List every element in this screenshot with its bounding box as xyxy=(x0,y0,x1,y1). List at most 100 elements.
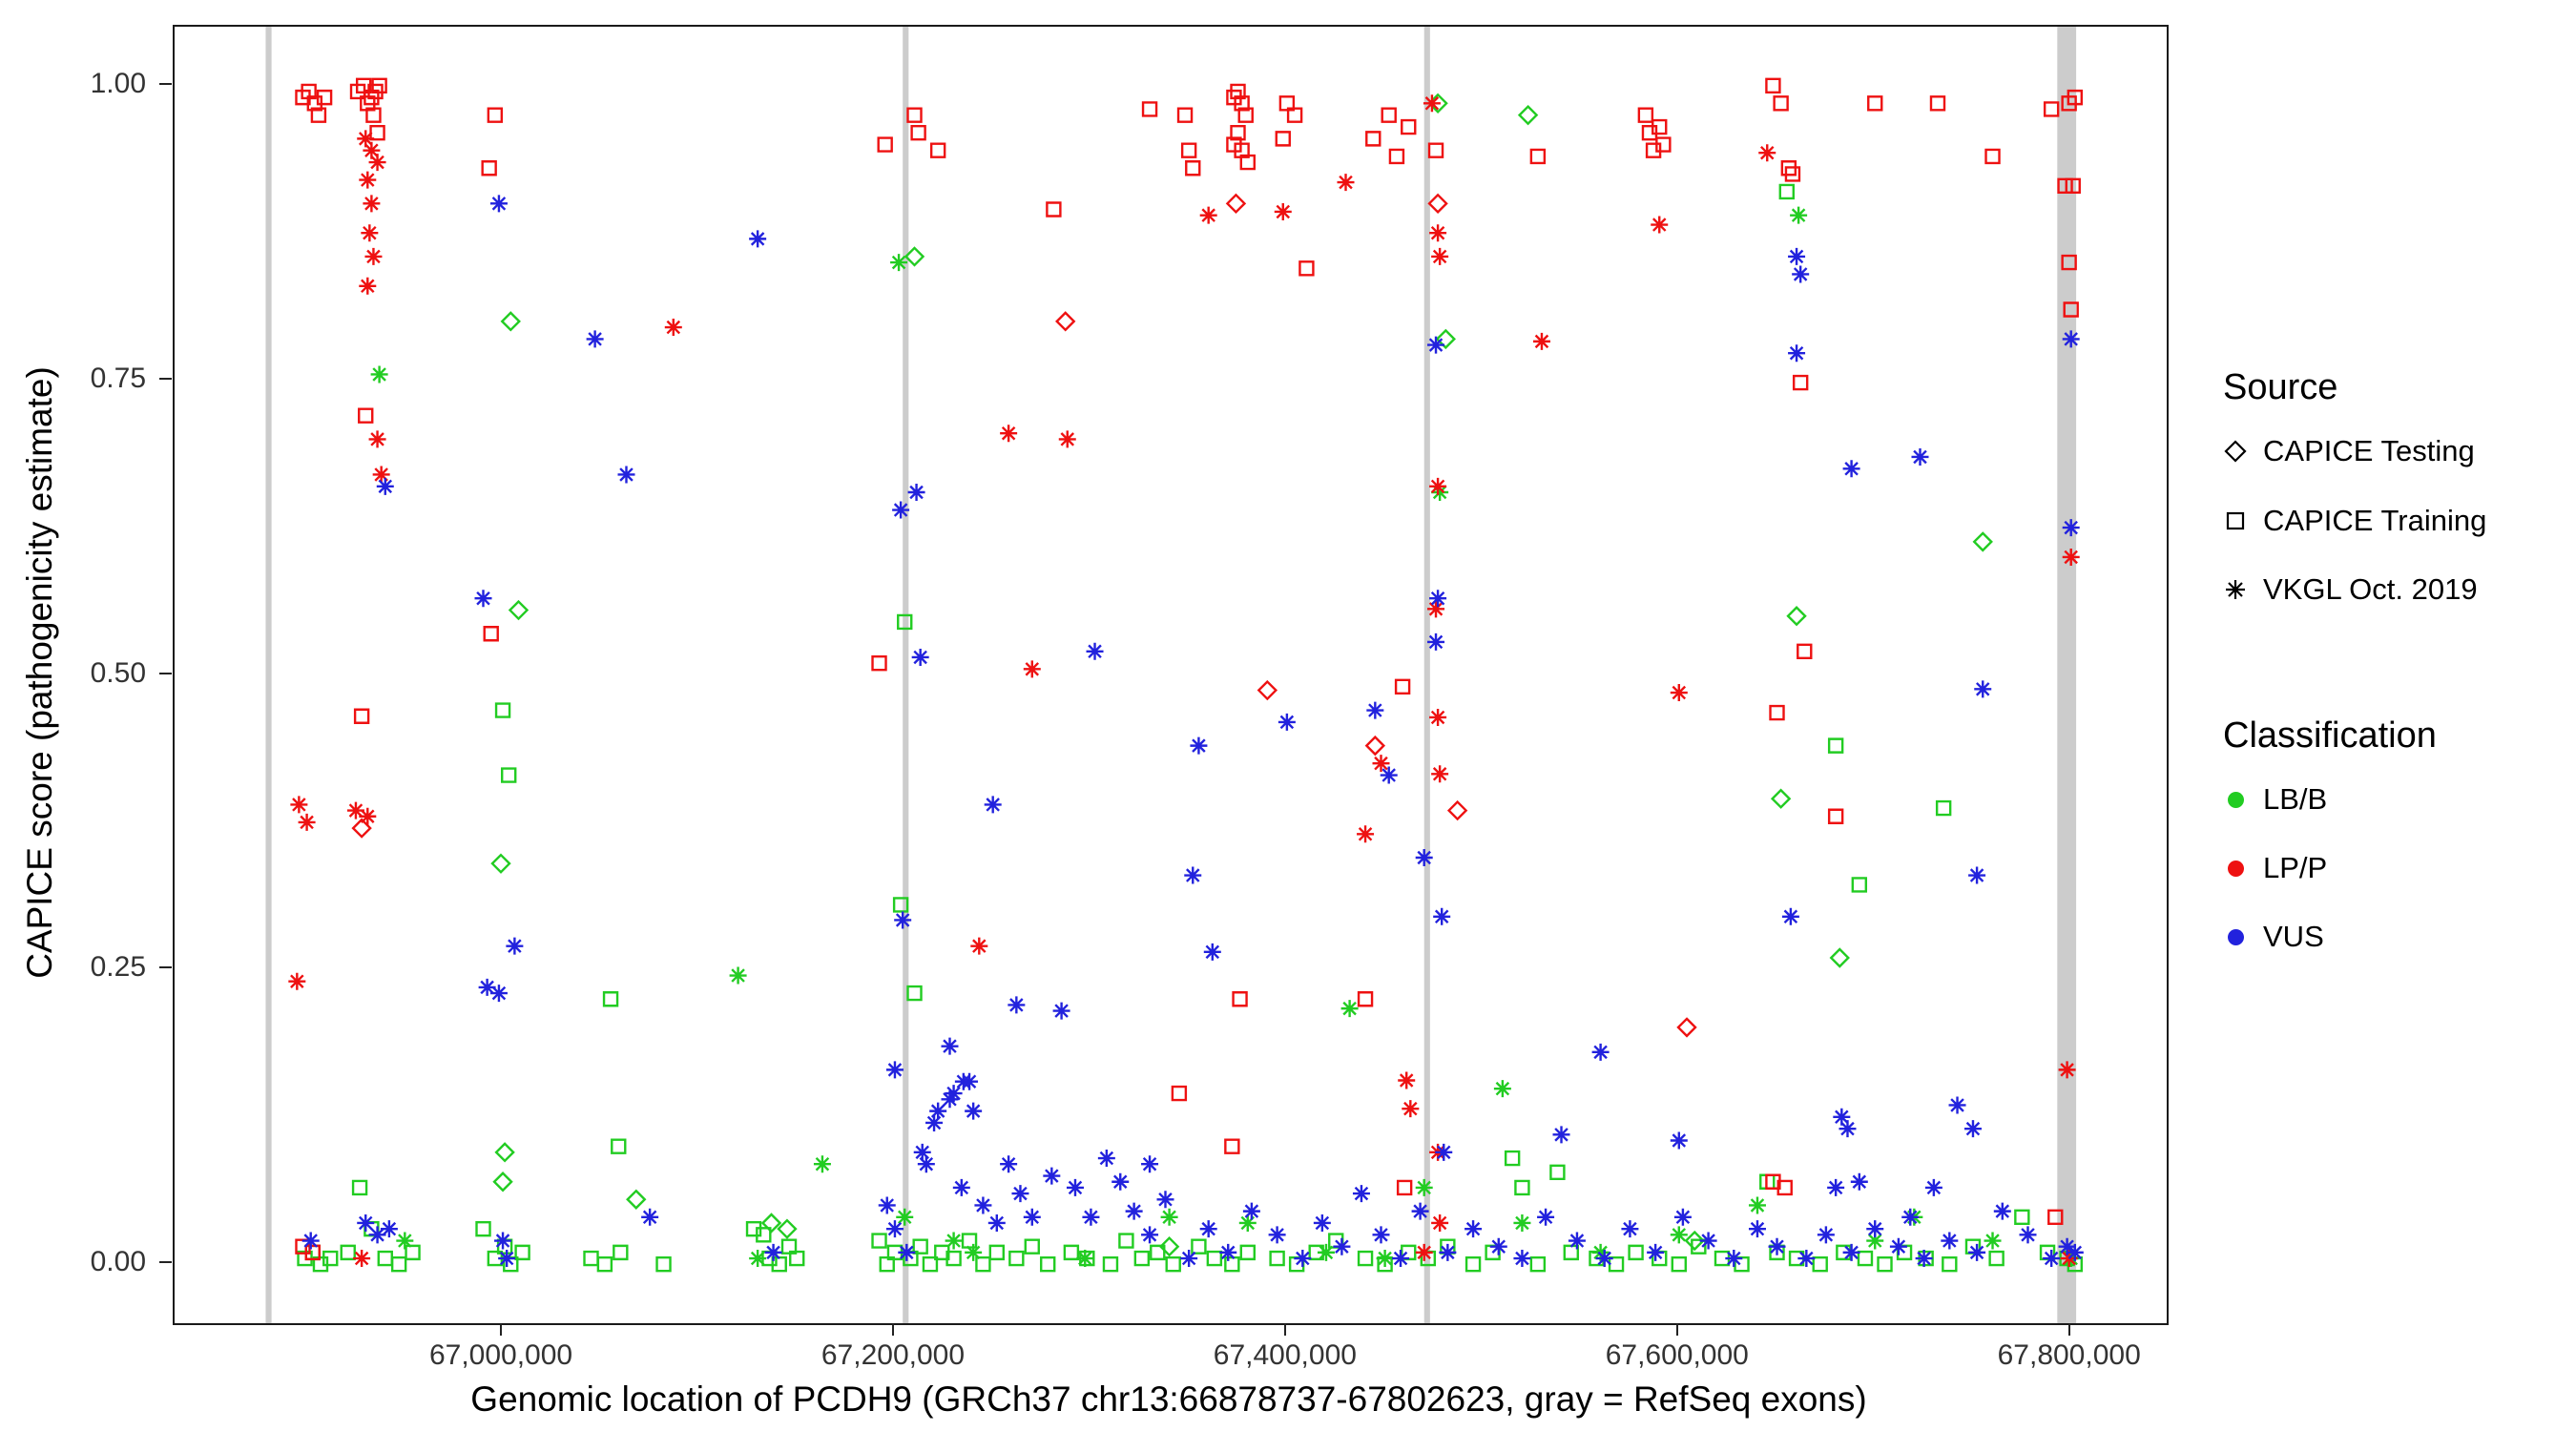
data-point xyxy=(877,136,893,153)
data-point xyxy=(1058,430,1076,448)
data-point xyxy=(813,1155,831,1173)
data-point xyxy=(1915,1250,1933,1268)
data-point xyxy=(1365,131,1381,147)
data-point xyxy=(945,1085,963,1103)
data-point xyxy=(904,246,925,267)
data-point xyxy=(1158,1236,1180,1257)
data-point xyxy=(1765,77,1781,93)
data-point xyxy=(357,1213,375,1232)
data-point xyxy=(361,224,379,242)
data-point xyxy=(1827,808,1844,824)
data-point xyxy=(363,141,381,159)
y-axis-title: CAPICE score (pathogenicity estimate) xyxy=(20,366,59,979)
data-point xyxy=(1219,1243,1237,1261)
data-point xyxy=(1238,1213,1257,1232)
data-point xyxy=(1628,1244,1644,1261)
data-point xyxy=(1537,1208,1555,1226)
data-point xyxy=(1465,1256,1482,1273)
diamond-marker-icon xyxy=(2223,439,2248,464)
data-point xyxy=(1797,1250,1816,1268)
data-point xyxy=(1199,1220,1217,1238)
vus-color-dot-icon xyxy=(2227,928,2244,945)
data-point xyxy=(1792,265,1810,283)
data-point xyxy=(489,985,508,1003)
data-point xyxy=(1381,107,1397,123)
data-point xyxy=(617,466,635,484)
data-point xyxy=(1141,1155,1159,1173)
data-point xyxy=(1269,1250,1285,1267)
data-point xyxy=(1788,344,1806,363)
data-point xyxy=(316,89,333,106)
data-point xyxy=(917,1155,935,1173)
data-point xyxy=(1066,1178,1084,1196)
data-point xyxy=(1225,193,1247,215)
legend-item-vkgl: VKGL Oct. 2019 xyxy=(2223,572,2478,607)
data-point xyxy=(1427,336,1445,354)
data-point xyxy=(1274,202,1292,220)
x-axis-title: Genomic location of PCDH9 (GRCh37 chr13:… xyxy=(470,1379,1867,1419)
data-point xyxy=(1773,95,1789,112)
data-point xyxy=(1514,1179,1530,1196)
data-point xyxy=(1230,83,1246,100)
data-point xyxy=(1889,1237,1907,1255)
data-point xyxy=(1190,736,1208,755)
data-point xyxy=(1924,1178,1942,1196)
square-marker-icon xyxy=(2223,508,2248,533)
legend-item-vus: VUS xyxy=(2223,920,2324,954)
data-point xyxy=(929,142,946,158)
data-point xyxy=(1850,1172,1868,1191)
plot-panel xyxy=(173,25,2169,1325)
data-point xyxy=(1111,1172,1130,1191)
data-point xyxy=(357,130,375,148)
y-tick-mark xyxy=(159,377,172,380)
data-point xyxy=(1647,1243,1665,1261)
data-point xyxy=(1226,136,1242,153)
data-point xyxy=(1046,201,1062,218)
data-point xyxy=(1234,95,1250,112)
data-point xyxy=(1670,1131,1688,1150)
data-point xyxy=(961,1233,978,1249)
data-point xyxy=(975,1256,991,1273)
data-point xyxy=(1725,1250,1743,1268)
data-point xyxy=(376,477,394,495)
data-point xyxy=(364,247,383,265)
data-point xyxy=(1748,1196,1766,1214)
data-point xyxy=(1372,1226,1390,1244)
legend-label-lpp: LP/P xyxy=(2263,851,2328,884)
legend-label-vus: VUS xyxy=(2263,920,2324,953)
data-point xyxy=(1827,737,1844,754)
asterisk-marker-icon xyxy=(2223,577,2248,602)
legend-item-lbb: LB/B xyxy=(2223,782,2327,817)
data-point xyxy=(777,1218,798,1239)
data-point xyxy=(1591,1243,1610,1261)
data-point xyxy=(941,1037,959,1055)
data-point xyxy=(2065,177,2081,194)
data-point xyxy=(1423,94,1441,113)
data-point xyxy=(1655,136,1672,153)
data-point xyxy=(1918,1250,1934,1267)
data-point xyxy=(1411,1202,1429,1220)
data-point xyxy=(1786,606,1807,627)
data-point xyxy=(760,1213,782,1234)
data-point xyxy=(1340,1000,1359,1018)
data-point xyxy=(1000,425,1018,443)
x-tick-mark xyxy=(1283,1323,1286,1336)
data-point xyxy=(358,407,374,424)
data-point xyxy=(2058,1061,2076,1079)
data-point xyxy=(1185,160,1201,176)
data-point xyxy=(370,365,388,384)
data-point xyxy=(1427,600,1445,618)
data-point xyxy=(780,1238,798,1255)
data-point xyxy=(913,1143,931,1161)
data-point xyxy=(1000,1155,1018,1173)
data-point xyxy=(1563,1244,1579,1261)
data-point xyxy=(894,911,912,929)
data-point xyxy=(1268,1226,1286,1244)
x-tick-mark xyxy=(500,1323,503,1336)
data-point xyxy=(1317,1243,1335,1261)
data-point xyxy=(987,1213,1006,1232)
data-point xyxy=(945,1232,963,1250)
legend-classification-title: Classification xyxy=(2223,716,2437,756)
data-point xyxy=(353,708,370,724)
data-point xyxy=(353,1250,371,1268)
